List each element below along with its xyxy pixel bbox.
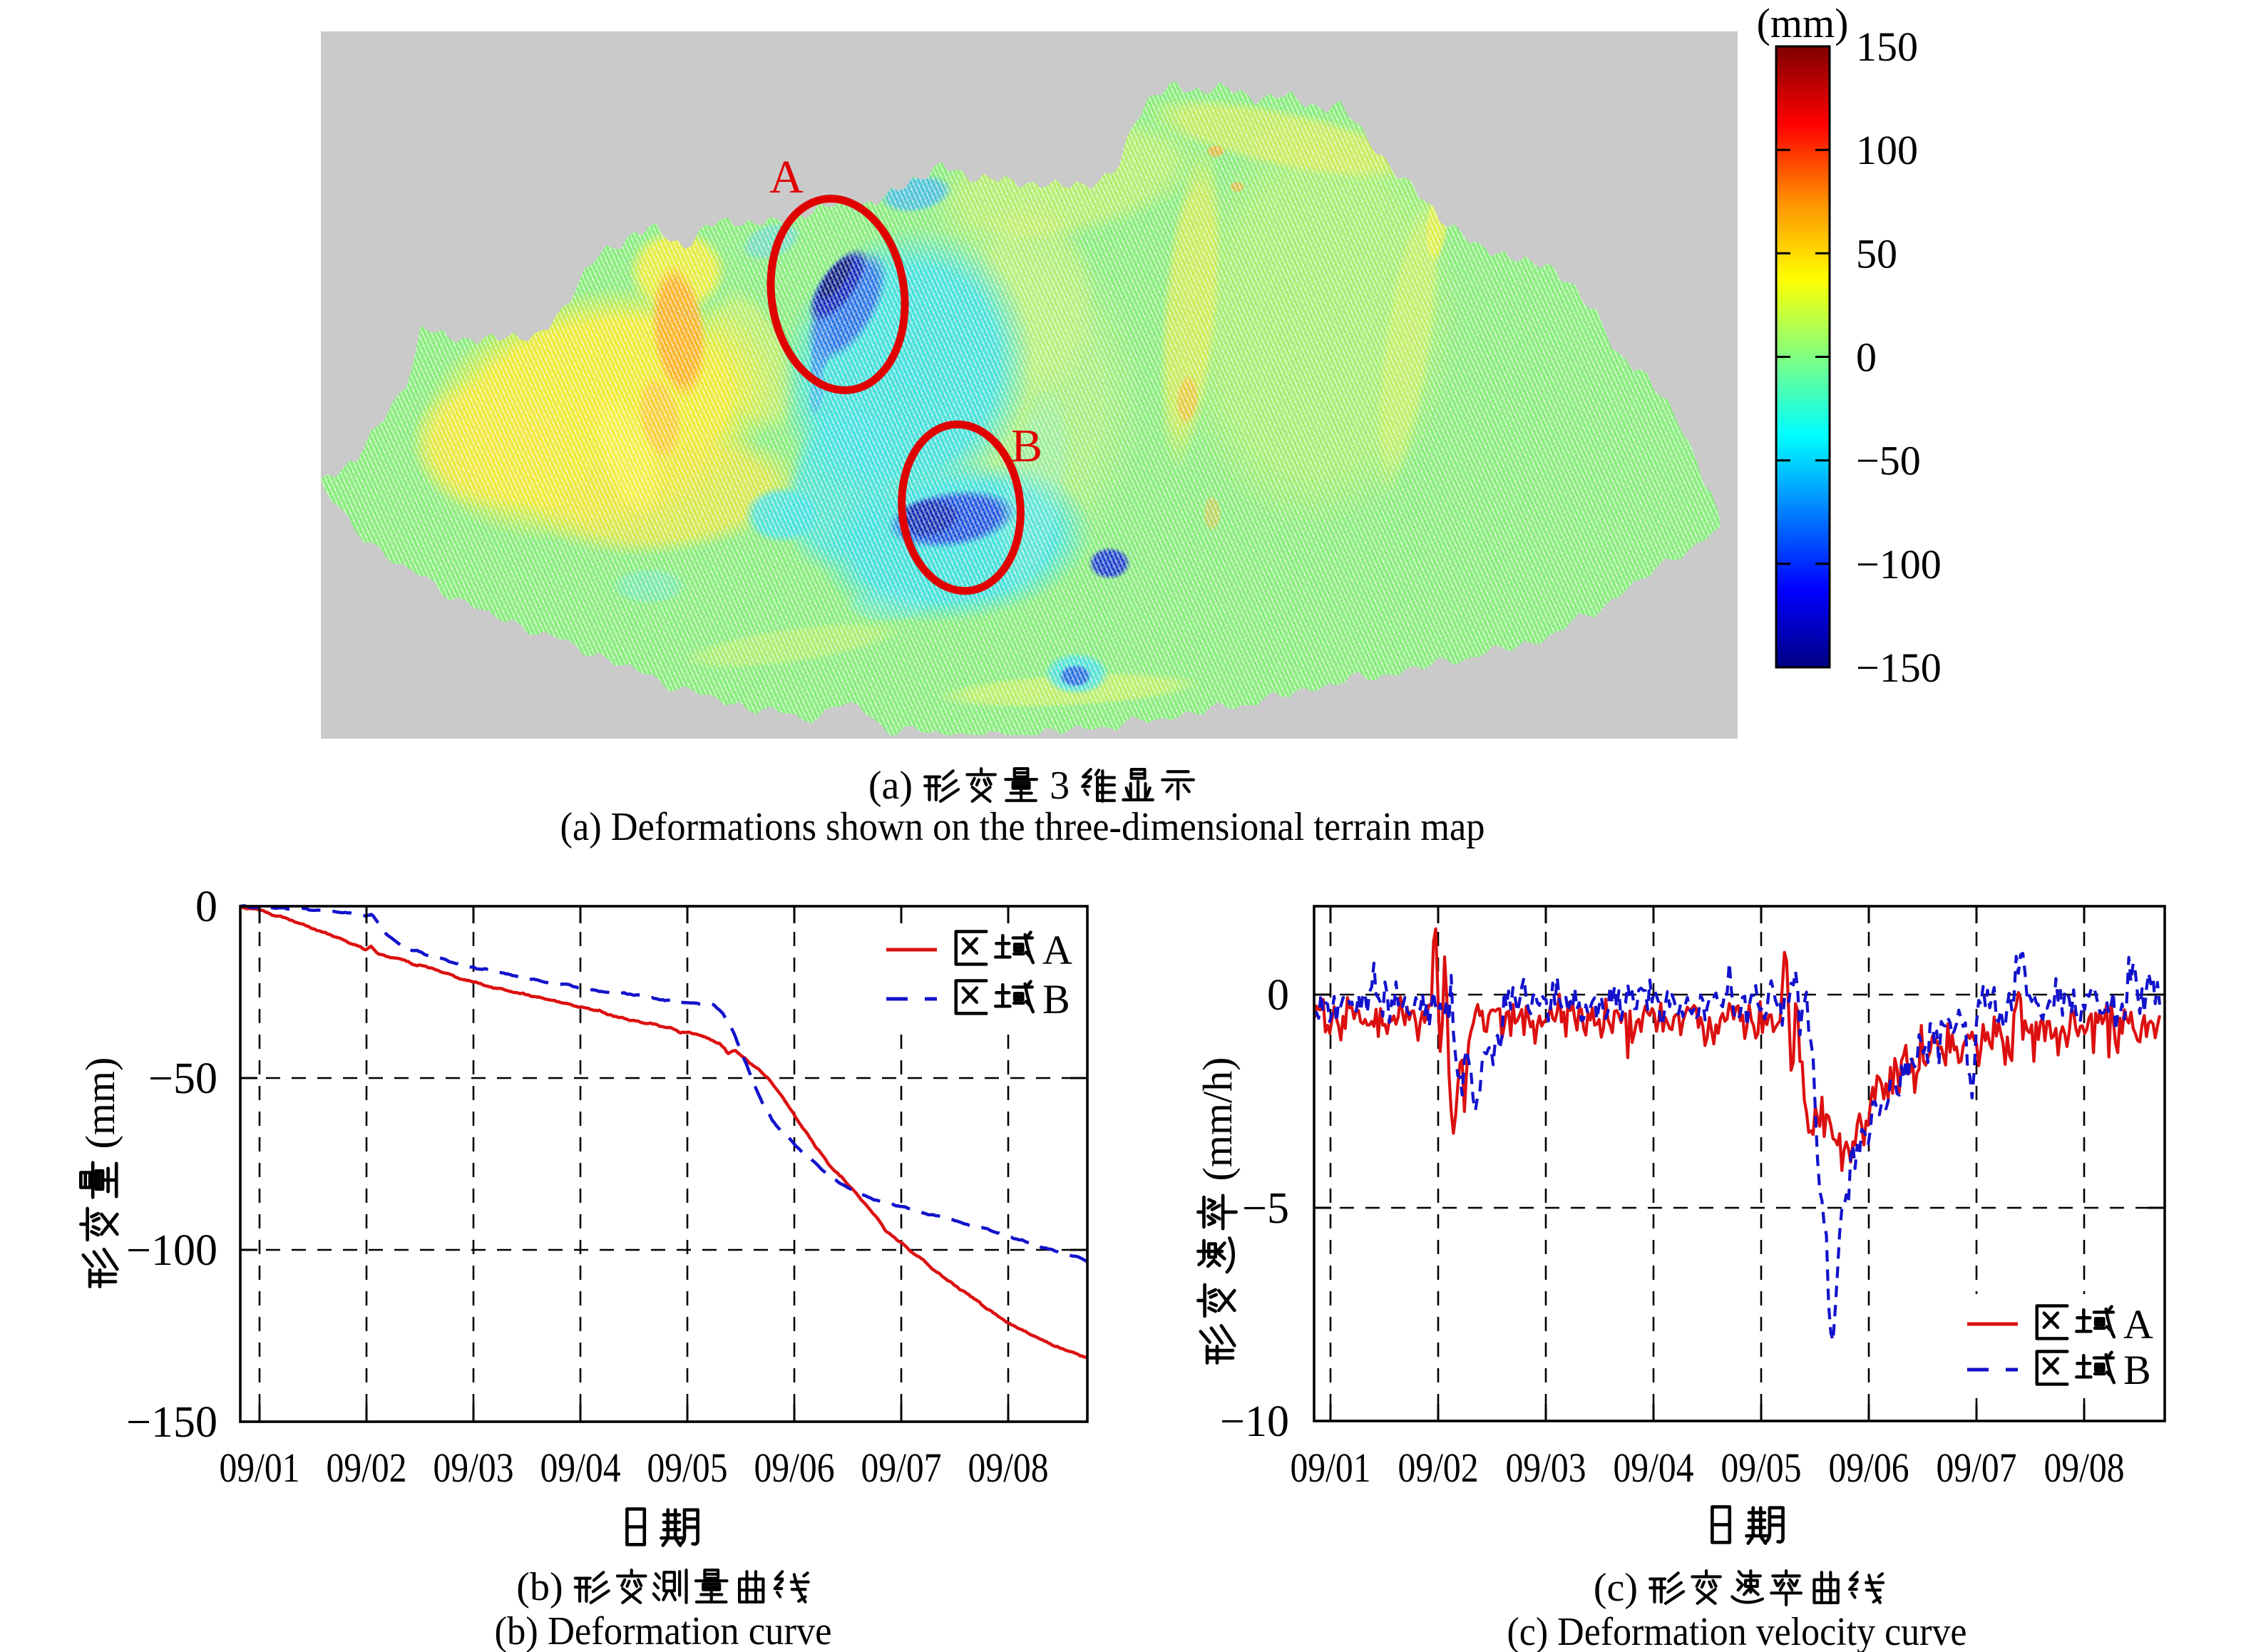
svg-text:50: 50 — [1856, 230, 1897, 277]
svg-text:A: A — [1042, 927, 1072, 973]
svg-text:−50: −50 — [148, 1055, 217, 1103]
svg-text:150: 150 — [1856, 24, 1918, 70]
svg-text:100: 100 — [1856, 127, 1918, 173]
svg-text:(b): (b) — [516, 1565, 563, 1609]
svg-text:−150: −150 — [1856, 645, 1942, 691]
svg-text:09/03: 09/03 — [1506, 1445, 1586, 1491]
svg-text:09/02: 09/02 — [327, 1445, 407, 1491]
svg-text:−50: −50 — [1856, 438, 1921, 484]
svg-text:−100: −100 — [126, 1226, 217, 1275]
svg-text:−150: −150 — [126, 1398, 217, 1447]
svg-text:B: B — [2123, 1347, 2151, 1393]
svg-text:09/08: 09/08 — [2044, 1445, 2125, 1491]
svg-text:(a): (a) — [868, 764, 913, 808]
svg-text:A: A — [769, 151, 804, 203]
svg-text:09/06: 09/06 — [1829, 1445, 1909, 1491]
svg-text:(a) Deformations shown on the: (a) Deformations shown on the three-dime… — [560, 805, 1485, 849]
svg-text:0: 0 — [1856, 334, 1877, 381]
svg-text:−100: −100 — [1856, 541, 1942, 588]
svg-text:(mm/h): (mm/h) — [1194, 1057, 1241, 1191]
svg-text:B: B — [1042, 976, 1070, 1022]
svg-text:0: 0 — [1267, 971, 1289, 1020]
svg-text:09/04: 09/04 — [1614, 1445, 1694, 1491]
svg-text:09/01: 09/01 — [220, 1445, 300, 1491]
svg-text:−5: −5 — [1242, 1184, 1289, 1233]
svg-text:3: 3 — [1040, 764, 1080, 808]
svg-text:(mm): (mm) — [1757, 0, 1849, 46]
svg-text:(c) Deformation velocity curve: (c) Deformation velocity curve — [1507, 1610, 1967, 1652]
svg-text:09/06: 09/06 — [754, 1445, 835, 1491]
svg-text:A: A — [2123, 1301, 2153, 1348]
svg-text:09/02: 09/02 — [1398, 1445, 1479, 1491]
svg-text:0: 0 — [195, 883, 217, 931]
svg-text:09/05: 09/05 — [1721, 1445, 1802, 1491]
svg-text:09/07: 09/07 — [1937, 1445, 2017, 1491]
svg-text:09/05: 09/05 — [647, 1445, 728, 1491]
svg-text:09/07: 09/07 — [861, 1445, 942, 1491]
svg-text:B: B — [1011, 420, 1042, 472]
svg-text:(c): (c) — [1594, 1566, 1638, 1610]
svg-text:(b) Deformation curve: (b) Deformation curve — [495, 1609, 832, 1652]
svg-text:09/03: 09/03 — [434, 1445, 514, 1491]
svg-text:−10: −10 — [1220, 1397, 1289, 1446]
svg-text:09/08: 09/08 — [968, 1445, 1049, 1491]
svg-text:09/01: 09/01 — [1291, 1445, 1371, 1491]
svg-text:(mm): (mm) — [77, 1057, 123, 1159]
svg-text:09/04: 09/04 — [540, 1445, 621, 1491]
